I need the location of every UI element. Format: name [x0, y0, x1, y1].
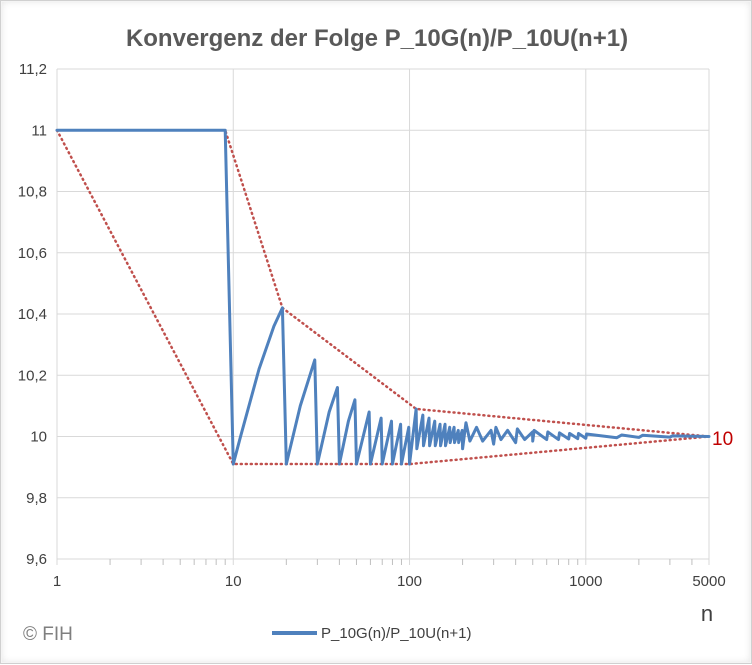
end-value-label: 10 [712, 429, 733, 450]
chart-title: Konvergenz der Folge P_10G(n)/P_10U(n+1) [126, 25, 628, 52]
envelope-lower-line [55, 129, 711, 466]
x-minor-ticks [109, 559, 693, 565]
x-tick-label: 1 [53, 573, 61, 590]
y-tick-label: 9,6 [26, 551, 47, 568]
y-axis-tick-labels: 9,6 9,8 10 10,2 10,4 10,6 10,8 11 11,2 [18, 61, 47, 568]
y-tick-label: 10,6 [18, 245, 47, 262]
legend: P_10G(n)/P_10U(n+1) [272, 625, 472, 642]
series-layer [55, 128, 711, 466]
x-tick-label: 1000 [569, 573, 602, 590]
series-line-0 [55, 128, 711, 466]
legend-label: P_10G(n)/P_10U(n+1) [321, 625, 472, 642]
y-tick-label: 10,2 [18, 367, 47, 384]
x-axis-title: n [701, 601, 713, 626]
y-tick-label: 11 [31, 122, 47, 139]
x-axis-tick-labels: 1 10 100 1000 5000 [53, 573, 726, 590]
y-tick-label: 9,8 [26, 490, 47, 507]
y-tick-label: 10,8 [18, 184, 47, 201]
y-tick-label: 10 [30, 429, 47, 446]
x-tick-label: 100 [397, 573, 422, 590]
x-tick-label: 10 [225, 573, 242, 590]
x-tick-label: 5000 [692, 573, 725, 590]
y-tick-label: 10,4 [18, 306, 47, 323]
copyright-text: © FIH [23, 624, 73, 645]
y-tick-label: 11,2 [19, 61, 47, 78]
